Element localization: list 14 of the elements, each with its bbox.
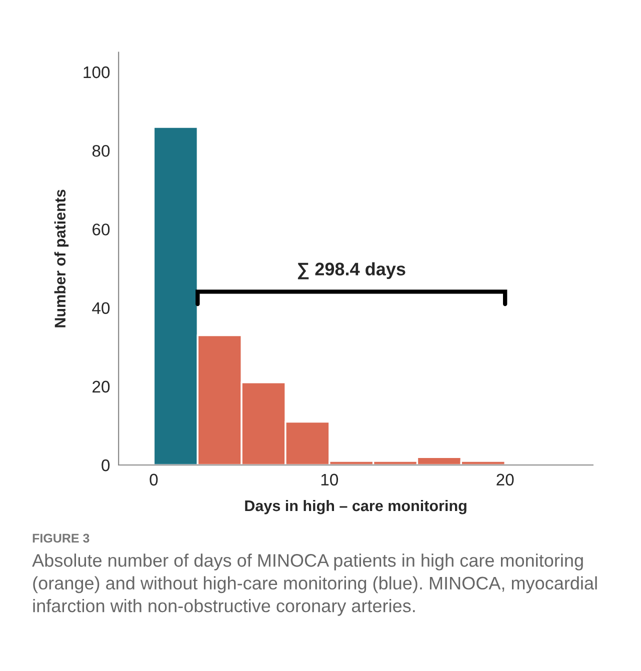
y-tick-label: 80 [92, 144, 110, 157]
y-tick-label: 60 [92, 224, 110, 236]
y-tick-label: 40 [92, 302, 110, 314]
x-tick-label: 0 [150, 474, 158, 486]
x-axis-title: Days in high – care monitoring [245, 500, 466, 514]
text: Absolute number of days of MINOCA patients in high care monitoring (orange) and without high-care monitoring (blue). MINOCA, myocardial infarction with non-obstructive coronary arteries. [32, 554, 597, 616]
y-axis-title: Number of patients [54, 190, 69, 328]
y-tick-label: 100 [84, 66, 110, 78]
x-tick-label: 20 [496, 474, 514, 486]
y-tick-label: 20 [92, 380, 110, 393]
annotation: ∑ 298.4 days [298, 262, 406, 280]
x-tick-label: 10 [321, 474, 338, 486]
y-tick-label: 0 [102, 459, 110, 472]
caption: FIGURE 3 [32, 534, 90, 543]
